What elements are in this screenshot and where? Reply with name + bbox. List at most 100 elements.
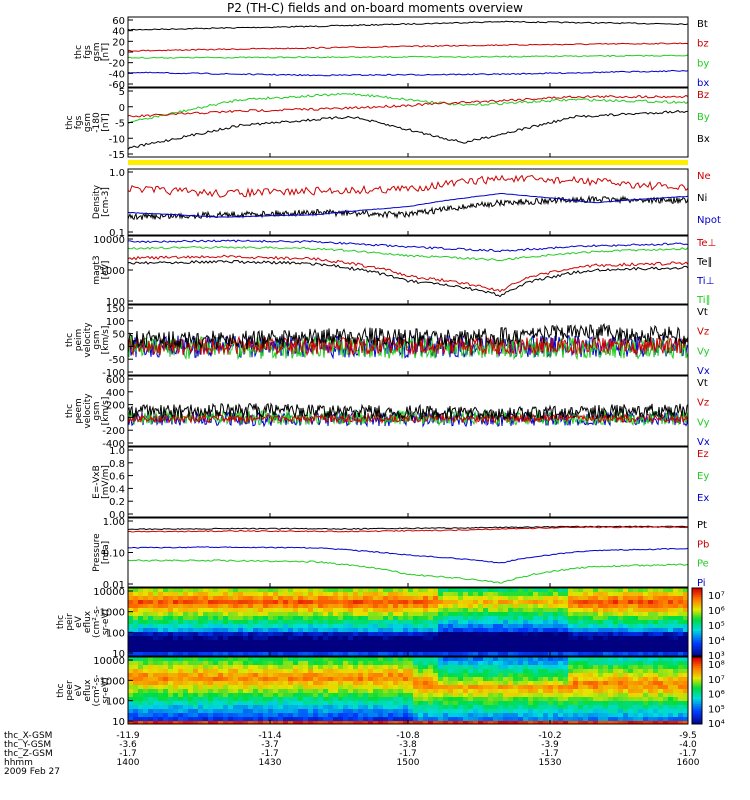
colorbar-tick-label: 10⁸: [708, 660, 725, 671]
y-tick-label: 1000: [100, 676, 125, 687]
x-tick-label: -3.9: [541, 740, 559, 750]
legend-bz: bz: [697, 39, 709, 50]
legend-vz: Vz: [697, 327, 709, 338]
legend-ti⊥: Ti⊥: [696, 276, 714, 287]
x-axis-row-label: thc_Z-GSM: [4, 749, 53, 759]
colorbar-tick-label: 10⁷: [708, 591, 725, 602]
x-tick-label: -1.7: [119, 749, 137, 759]
y-tick-label: 0: [119, 342, 125, 353]
y-axis-label: E=-VxB: [92, 465, 102, 499]
y-tick-label: 10: [112, 649, 125, 660]
y-axis-label: fgs: [74, 115, 84, 129]
y-axis-label: gsm: [83, 113, 93, 132]
y-tick-label: 60: [112, 16, 125, 27]
y-axis-label: eV: [74, 615, 84, 628]
y-tick-label: 100: [106, 317, 125, 328]
legend-ez: Ez: [697, 449, 709, 460]
colorbar-tick-label: 10³: [708, 651, 725, 662]
x-tick-label: -1.7: [679, 749, 697, 759]
y-axis-label: Density: [92, 184, 102, 219]
series-ni-line: [127, 194, 689, 221]
series-vz-elec-line: [127, 412, 689, 425]
series-by-detrended-line: [127, 92, 689, 125]
y-tick-label: -100: [102, 368, 125, 379]
x-tick-label: -10.2: [538, 731, 561, 741]
y-tick-label: -5: [115, 119, 125, 130]
y-axis-label: sr-eV): [101, 609, 111, 635]
legend-te⊥: Te⊥: [696, 238, 716, 249]
series-by-line: [127, 54, 689, 59]
legend-ey: Ey: [697, 471, 709, 482]
colorbar-tick-label: 10⁵: [708, 704, 725, 715]
y-axis-label: (cm²-s-: [92, 674, 102, 706]
electron-colorbar: [691, 656, 703, 725]
y-axis-label: magt3: [92, 255, 102, 284]
x-tick-label: 1500: [397, 758, 420, 768]
series-ti-par-line: [127, 245, 689, 262]
y-tick-label: 20: [112, 37, 125, 48]
legend-vt: Vt: [697, 307, 708, 318]
series-bz-line: [127, 42, 689, 52]
y-tick-label: 0: [119, 48, 125, 59]
y-tick-label: -60: [109, 80, 125, 91]
legend-npot: Npot: [697, 215, 721, 226]
y-tick-label: 5: [119, 87, 125, 98]
y-tick-label: 600: [106, 375, 125, 386]
y-tick-label: 0.01: [103, 580, 125, 591]
y-axis-label: peim: [74, 329, 84, 352]
legend-vy: Vy: [697, 417, 710, 428]
x-tick-label: -1.7: [541, 749, 559, 759]
y-axis-label: gsm: [92, 330, 102, 349]
y-axis-label: velocity: [83, 393, 93, 429]
series-pb-line: [127, 526, 689, 533]
legend-vz: Vz: [697, 398, 709, 409]
y-tick-label: 100: [106, 628, 125, 639]
x-tick-label: -11.4: [258, 731, 282, 741]
y-axis-label: eflux: [83, 679, 93, 702]
legend-ni: Ni: [697, 193, 707, 204]
y-tick-label: 100: [106, 297, 125, 308]
legend-by: by: [697, 58, 709, 69]
y-tick-label: 40: [112, 27, 125, 38]
y-tick-label: 1000: [100, 608, 125, 619]
legend-pe: Pe: [697, 559, 709, 570]
series-bz-detrended-line: [127, 94, 689, 118]
x-tick-label: -11.9: [116, 731, 140, 741]
series-vt-ion-line: [127, 323, 689, 350]
y-tick-label: 10000: [93, 587, 125, 598]
y-axis-label: [nT]: [101, 43, 111, 61]
y-tick-label: 1000: [100, 266, 125, 277]
y-tick-label: 200: [106, 401, 125, 412]
y-axis-label: sr-eV): [101, 677, 111, 703]
y-tick-label: 0.6: [109, 472, 125, 483]
x-tick-label: -3.8: [399, 740, 417, 750]
y-axis-label: [cm-3]: [101, 187, 111, 217]
y-tick-label: 1.0: [109, 168, 125, 179]
y-axis-label: eflux: [83, 610, 93, 633]
colorbar-tick-label: 10⁴: [708, 636, 725, 647]
y-tick-label: 400: [106, 388, 125, 399]
series-pe-line: [127, 559, 689, 584]
y-tick-label: 10: [112, 717, 125, 728]
y-axis-label: eV: [74, 684, 84, 697]
y-tick-label: 100: [106, 697, 125, 708]
y-axis-label: peem: [74, 398, 84, 424]
y-axis-label: (cm²-s-: [92, 606, 102, 638]
y-tick-label: 0.0: [109, 510, 125, 521]
y-tick-label: 1.0: [109, 446, 125, 457]
y-tick-label: -20: [109, 59, 125, 70]
legend-by: By: [697, 112, 710, 123]
y-tick-label: 10000: [93, 235, 125, 246]
x-axis-date: 2009 Feb 27: [4, 767, 60, 777]
series-bx-line: [127, 69, 689, 77]
x-tick-label: -4.0: [679, 740, 697, 750]
panel-frame: [127, 87, 689, 158]
x-tick-label: -10.8: [396, 731, 420, 741]
y-axis-label: thc: [74, 45, 84, 59]
series-te-perp-line: [127, 254, 689, 293]
legend-vt: Vt: [697, 378, 708, 389]
y-tick-label: 0.4: [109, 484, 125, 495]
y-tick-label: -40: [109, 69, 125, 80]
